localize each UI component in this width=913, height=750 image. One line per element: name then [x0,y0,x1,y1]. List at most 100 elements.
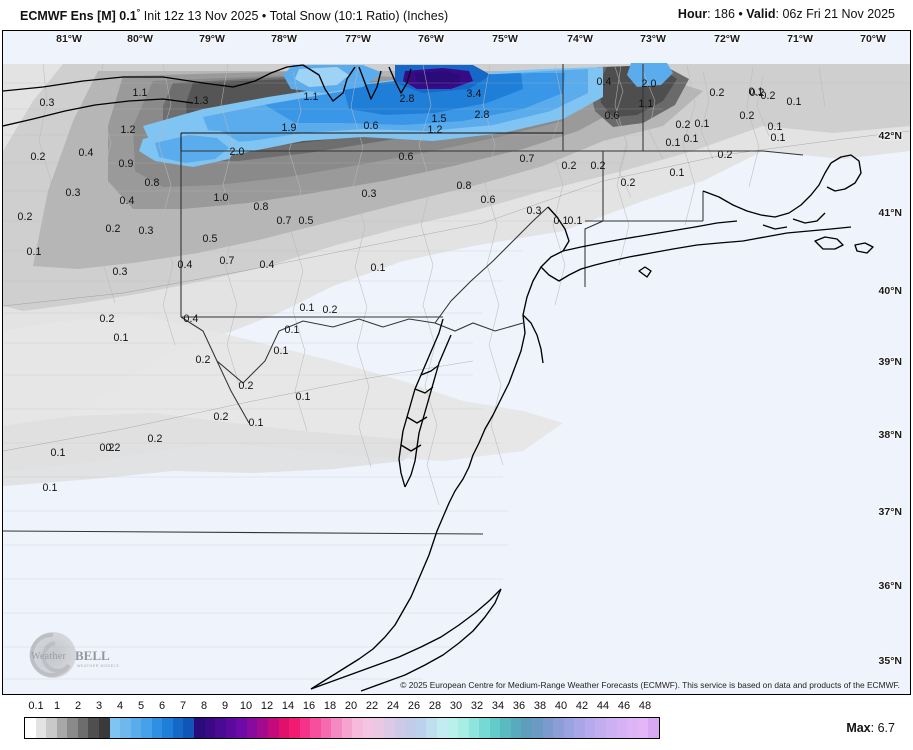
colorbar-swatch [172,718,184,738]
map-title: ECMWF Ens [M] 0.1° Init 12z 13 Nov 2025 … [20,7,448,23]
colorbar-tick: 32 [470,700,484,712]
forecast-time-info: Hour: 186 • Valid: 06z Fri 21 Nov 2025 [677,7,895,21]
max-value-readout: Max: 6.7 [846,721,895,735]
header-separator: • [738,7,743,21]
colorbar-swatch [267,718,279,738]
colorbar-tick: 30 [449,700,463,712]
colorbar-tick: 46 [617,700,631,712]
colorbar-swatch [521,718,532,738]
colorbar-swatch [584,718,596,738]
colorbar-tick: 22 [365,700,379,712]
colorbar-swatch [363,718,374,738]
colorbar-swatch [595,718,606,738]
colorbar-swatch [141,718,152,738]
colorbar-swatch [637,718,649,738]
colorbar-swatch [331,718,342,738]
colorbar-tick: 24 [386,700,400,712]
colorbar-swatch [426,718,437,738]
colorbar-tick: 18 [323,700,337,712]
valid-value: 06z Fri 21 Nov 2025 [782,7,895,21]
init-time: Init 12z 13 Nov 2025 [143,9,259,24]
colorbar-swatch [468,718,480,738]
colorbar-tick: 34 [491,700,505,712]
colorbar-tick: 28 [428,700,442,712]
colorbar-tick: 14 [281,700,295,712]
colorbar-tick: 4 [116,700,124,712]
colorbar-swatch [246,718,258,738]
colorbar-tick: 40 [554,700,568,712]
colorbar-swatch [405,718,416,738]
coastlines [3,64,874,692]
colorbar-swatch [35,718,47,738]
colorbar-swatch [532,718,543,738]
weatherbell-logo: Weather BELL WEATHER MODELS [29,632,119,678]
colorbar-swatch [162,718,173,738]
colorbar-swatch [109,718,121,738]
colorbar-gradient[interactable] [24,717,660,739]
map-header: ECMWF Ens [M] 0.1° Init 12z 13 Nov 2025 … [0,0,913,30]
colorbar-tick: 3 [95,700,103,712]
colorbar-swatch [627,718,638,738]
colorbar-swatch [320,718,332,738]
product-name: Total Snow (10:1 Ratio) (Inches) [269,9,449,24]
colorbar-swatch [415,718,427,738]
colorbar-tick: 26 [407,700,421,712]
colorbar-swatch [236,718,247,738]
colorbar-swatch [289,718,300,738]
colorbar-swatch [341,718,353,738]
colorbar-swatch [563,718,575,738]
colorbar-swatch [616,718,628,738]
colorbar-section: 0.1 1 2 3 4 5 6 7 8 9 10 12 14 16 18 20 22 24 26 28 30 32 34 36… [0,700,913,750]
colorbar-tick: 0.1 [28,700,44,712]
max-value: 6.7 [877,721,895,735]
colorbar-swatch [648,718,659,738]
domain-box [180,132,563,151]
colorbar-swatch [215,718,226,738]
attribution-text: © 2025 European Centre for Medium-Range … [398,680,902,690]
map-frame[interactable]: Weather BELL WEATHER MODELS 81°W 80°W 79°W… [2,30,911,695]
colorbar-swatch [88,718,99,738]
colorbar-swatch [183,718,194,738]
colorbar-swatch [373,718,385,738]
colorbar-tick: 42 [575,700,589,712]
contour-fill-layer [3,63,910,486]
county-boundaries [3,63,910,680]
colorbar-swatch [67,718,78,738]
colorbar-swatch [46,718,57,738]
logo-tagline: WEATHER MODELS [77,664,119,668]
colorbar-tick: 10 [239,700,253,712]
snow-accumulation-map[interactable]: Weather BELL WEATHER MODELS [3,31,910,694]
colorbar-swatch [25,718,36,738]
colorbar-swatch [98,718,110,738]
colorbar-swatch [151,718,163,738]
hour-label: Hour [677,7,708,21]
colorbar-tick: 16 [302,700,316,712]
colorbar-swatch [204,718,216,738]
colorbar-swatch [194,718,205,738]
colorbar-tick: 1 [53,700,61,712]
colorbar-swatch [225,718,237,738]
colorbar-swatch [542,718,554,738]
colorbar-swatch [394,718,406,738]
model-degree: ° [136,7,141,17]
colorbar-swatch [500,718,511,738]
max-label: Max [846,721,871,735]
colorbar-swatch [120,718,131,738]
colorbar-swatch [489,718,501,738]
colorbar-tick: 6 [158,700,166,712]
colorbar-tick-labels: 0.1 1 2 3 4 5 6 7 8 9 10 12 14 16 18 20 22 24 26 28 30 32 34 36… [0,700,700,716]
colorbar-tick: 7 [179,700,187,712]
colorbar-tick: 20 [344,700,358,712]
colorbar-swatch [436,718,448,738]
logo-word-a: Weather [31,651,67,662]
colorbar-tick: 36 [512,700,526,712]
colorbar-tick: 5 [137,700,145,712]
colorbar-swatch [310,718,321,738]
colorbar-swatch [257,718,268,738]
colorbar-swatch [278,718,290,738]
colorbar-tick: 38 [533,700,547,712]
colorbar-swatch [479,718,490,738]
colorbar-swatch [510,718,522,738]
colorbar-swatch [56,718,68,738]
